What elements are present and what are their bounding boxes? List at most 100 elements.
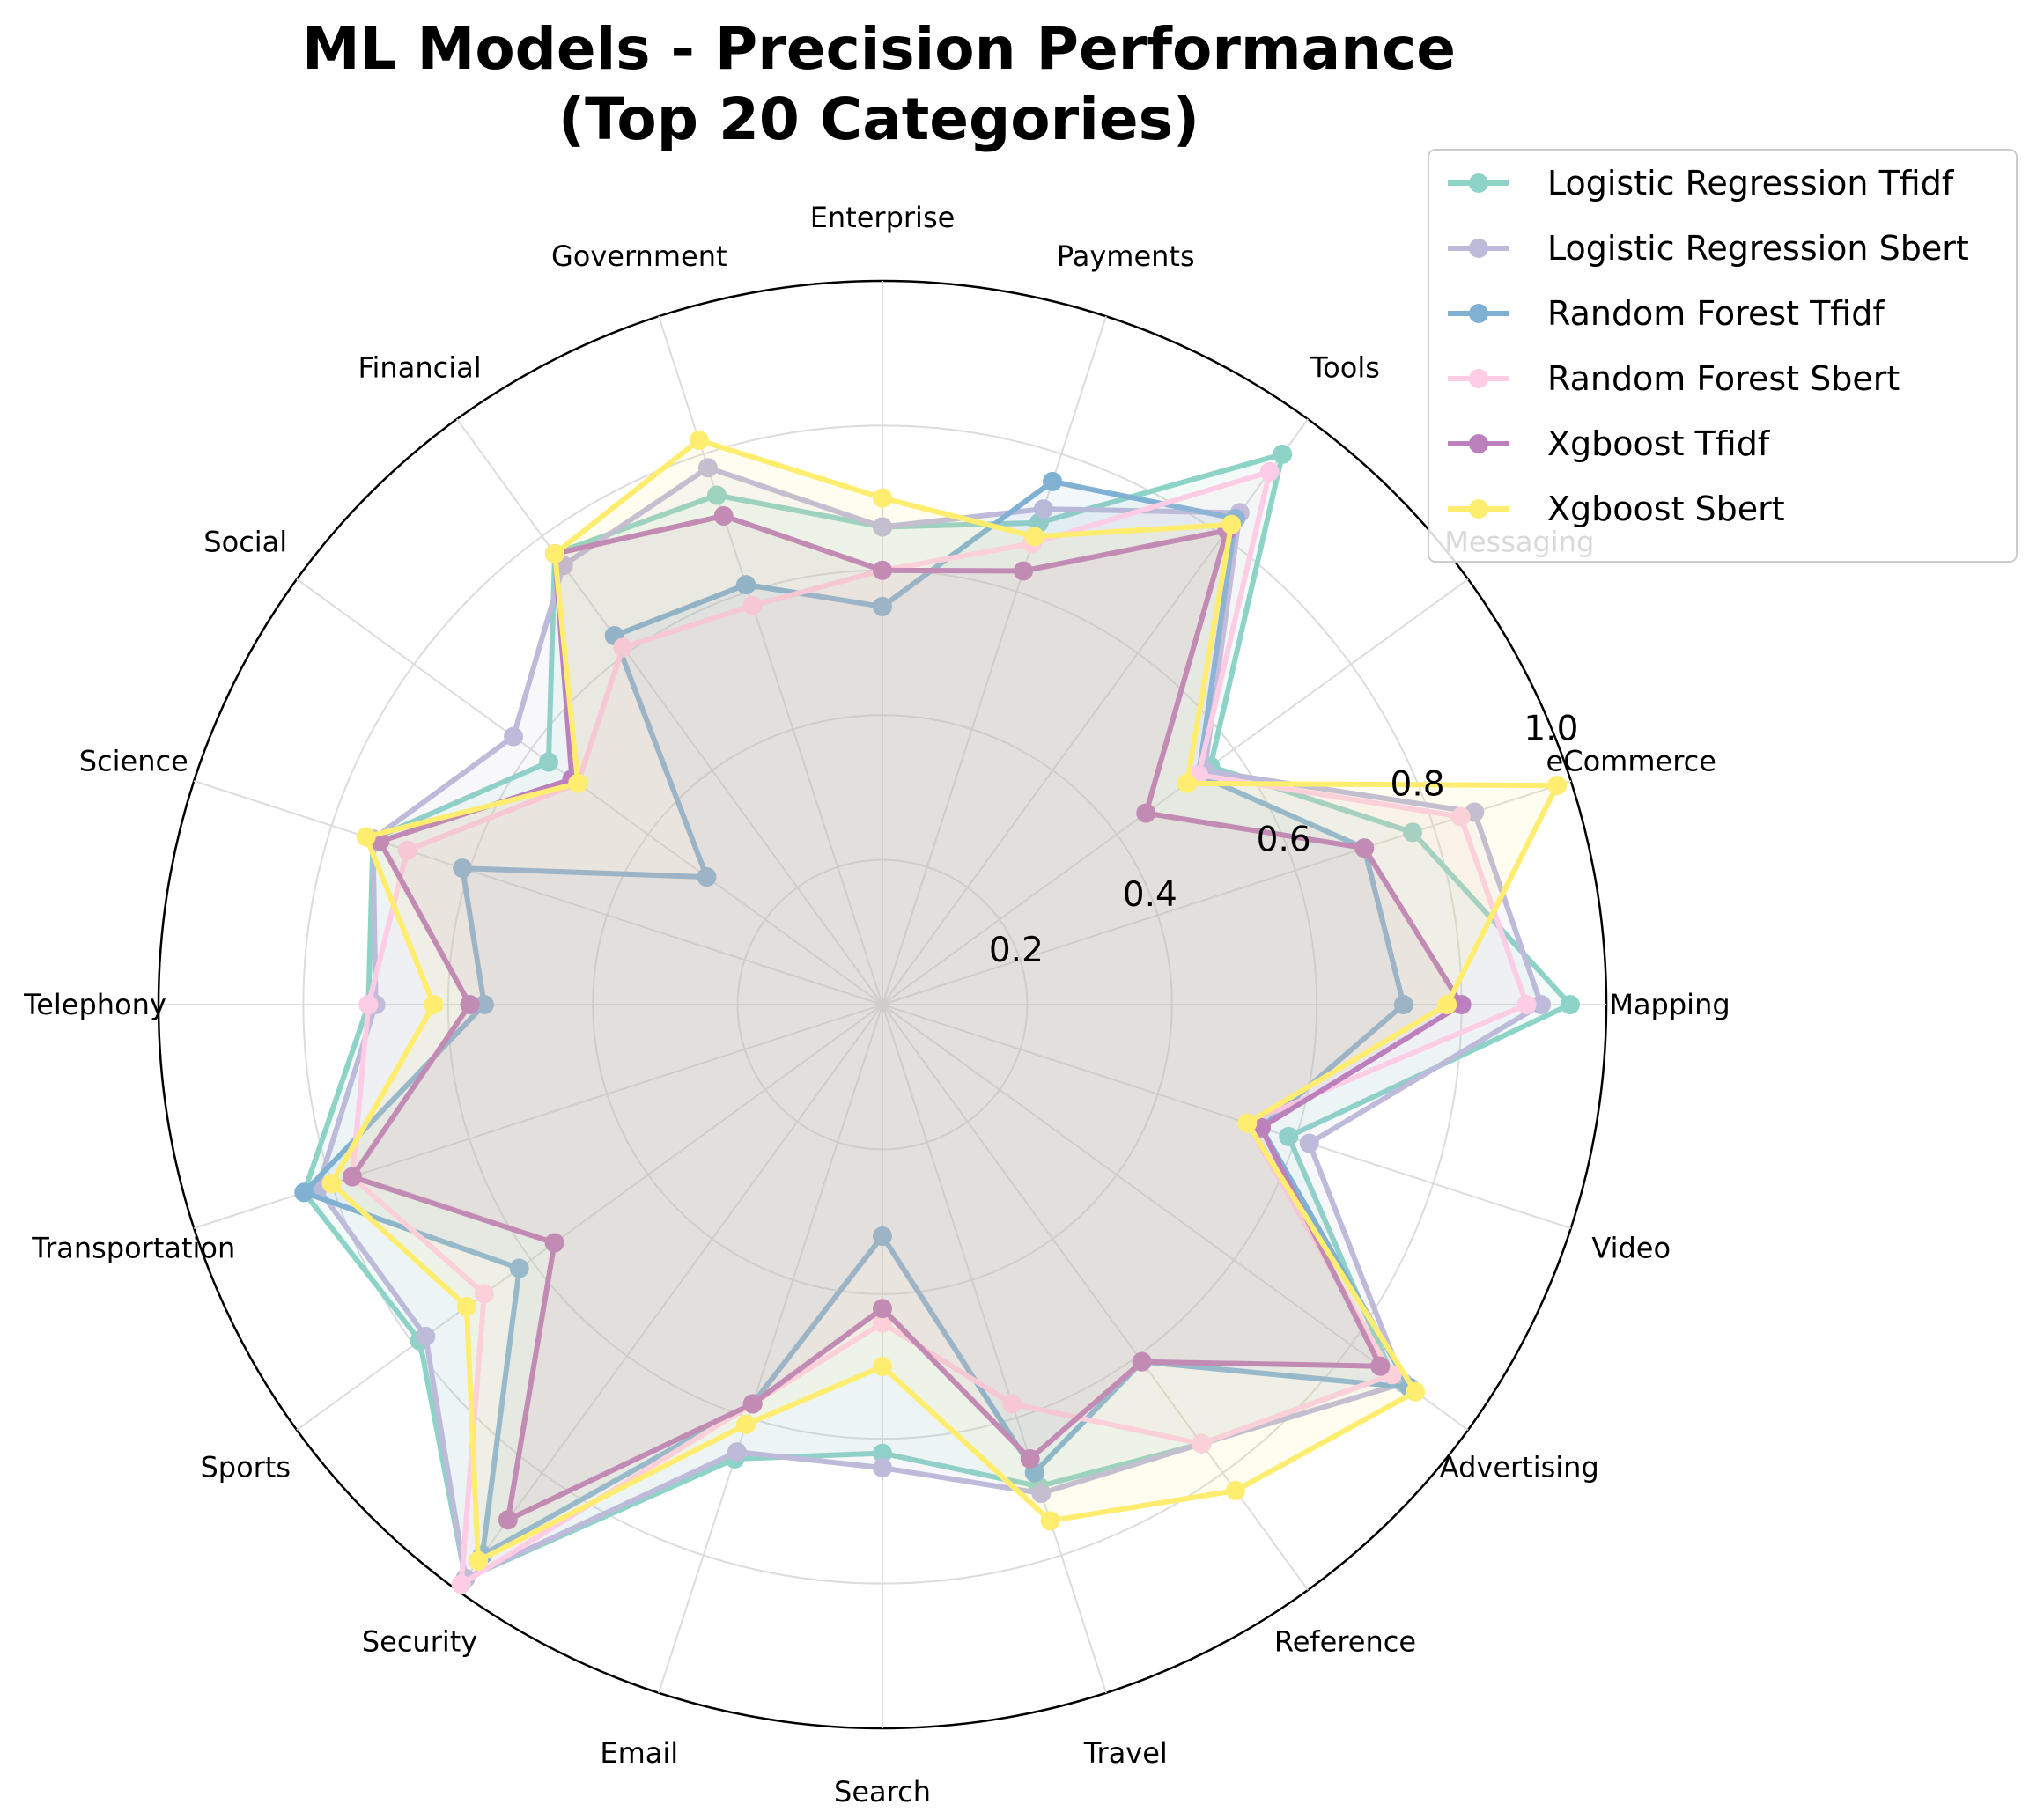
data-point	[1451, 995, 1472, 1014]
data-point	[736, 575, 756, 595]
chart-title-line-1: ML Models - Precision Performance	[302, 15, 1456, 83]
category-label: Telephony	[23, 988, 166, 1021]
legend-item: Random Forest Tfidf	[1448, 294, 1885, 333]
category-label: Travel	[1083, 1736, 1168, 1770]
category-label: Video	[1591, 1231, 1671, 1264]
data-point	[1560, 995, 1580, 1014]
data-point	[1177, 773, 1197, 793]
category-label: Mapping	[1609, 988, 1730, 1021]
category-label: Social	[203, 526, 287, 559]
data-point	[1237, 1113, 1258, 1133]
grid-spoke	[882, 315, 1107, 1005]
data-point	[873, 596, 892, 616]
data-point	[1221, 514, 1242, 534]
data-point	[1370, 1356, 1391, 1376]
data-point	[460, 995, 480, 1014]
grid-spoke	[882, 578, 1469, 1005]
category-label: Transportation	[31, 1231, 235, 1264]
data-point	[358, 995, 379, 1014]
radial-tick-label: 0.2	[989, 931, 1044, 970]
data-point	[321, 1174, 342, 1194]
data-point	[1031, 1484, 1052, 1504]
radial-tick-label: 0.8	[1391, 764, 1445, 804]
grid-spoke	[193, 780, 883, 1005]
series-fill	[331, 439, 1558, 1561]
category-label: Security	[362, 1624, 477, 1658]
data-point	[697, 867, 717, 887]
radar-series	[294, 430, 1580, 1594]
legend-swatch-marker	[1469, 434, 1488, 453]
data-point	[1450, 806, 1471, 827]
series-fill	[352, 471, 1527, 1585]
legend-item: Random Forest Sbert	[1448, 359, 1900, 398]
data-point	[1040, 1511, 1060, 1531]
data-point	[727, 1442, 747, 1462]
data-point	[544, 1233, 564, 1253]
data-point	[1192, 1433, 1212, 1454]
data-point	[873, 1357, 892, 1376]
category-label: Science	[79, 745, 188, 778]
data-point	[1299, 1133, 1319, 1153]
data-point	[1033, 499, 1053, 519]
category-label: Financial	[358, 351, 481, 385]
legend-label: Random Forest Tfidf	[1547, 294, 1885, 333]
data-point	[1354, 838, 1375, 858]
chart-title-line-2: (Top 20 Categories)	[558, 85, 1199, 153]
category-label: Search	[834, 1775, 931, 1808]
legend-item: Xgboost Sbert	[1448, 490, 1785, 528]
category-label: Tools	[1310, 351, 1380, 385]
legend-item: Logistic Regression Tfidf	[1448, 164, 1955, 203]
data-point	[568, 773, 588, 793]
category-label: Reference	[1274, 1624, 1416, 1658]
data-point	[1043, 471, 1063, 491]
data-point	[397, 840, 417, 860]
data-point	[474, 995, 494, 1014]
data-point	[713, 505, 734, 526]
data-point	[1279, 1126, 1299, 1146]
radial-tick-label: 0.4	[1123, 875, 1177, 915]
data-point	[456, 1297, 476, 1317]
radial-tick-label: 1.0	[1524, 709, 1578, 748]
series-fill	[317, 468, 1541, 1579]
data-point	[873, 1299, 892, 1319]
data-point	[453, 858, 473, 879]
grid-spoke	[456, 1004, 883, 1591]
legend-swatch-marker	[1469, 239, 1488, 258]
category-label: Email	[600, 1736, 678, 1770]
data-point	[1024, 527, 1044, 547]
data-point	[538, 752, 558, 772]
data-point	[1547, 776, 1568, 796]
data-point	[424, 995, 444, 1014]
data-point	[873, 1313, 892, 1333]
data-point	[873, 488, 892, 508]
data-point	[873, 1458, 892, 1478]
data-point	[873, 1226, 892, 1247]
data-point	[1226, 1480, 1246, 1500]
radial-tick-label: 0.6	[1257, 820, 1311, 859]
grid-spoke	[882, 1004, 1469, 1431]
data-point	[468, 1550, 488, 1571]
category-label: Advertising	[1440, 1450, 1599, 1484]
legend-label: Logistic Regression Sbert	[1547, 229, 1969, 268]
legend-swatch-marker	[1469, 499, 1488, 519]
data-point	[689, 430, 709, 450]
series-fill	[304, 453, 1570, 1579]
data-point	[1132, 1351, 1152, 1372]
data-point	[474, 1284, 494, 1304]
data-point	[1136, 803, 1156, 823]
legend-box	[1428, 149, 2018, 563]
data-point	[498, 1510, 518, 1530]
series-fill	[352, 515, 1462, 1521]
category-label: Payments	[1057, 239, 1195, 273]
data-point	[1516, 995, 1537, 1014]
data-point	[1273, 444, 1293, 464]
legend-item: Logistic Regression Sbert	[1448, 229, 1969, 268]
legend-swatch-marker	[1469, 304, 1488, 323]
legend-swatch-marker	[1469, 369, 1488, 388]
data-point	[343, 1167, 363, 1187]
grid-spoke	[658, 1004, 883, 1694]
data-point	[1437, 995, 1457, 1014]
grid-spoke	[296, 578, 883, 1005]
data-point	[504, 726, 524, 747]
